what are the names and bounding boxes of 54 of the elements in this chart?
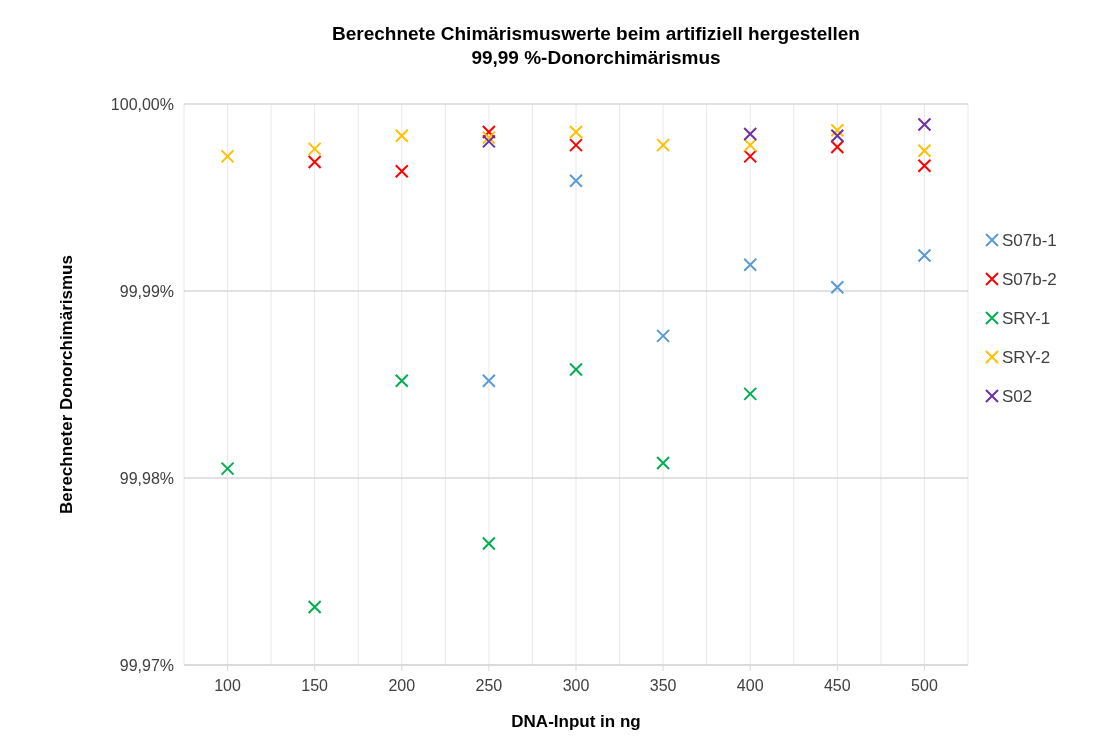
x-tick-label: 150	[301, 677, 329, 694]
x-tick-label: 400	[736, 677, 764, 694]
point	[307, 600, 322, 615]
point	[307, 141, 322, 156]
point	[220, 149, 235, 164]
point	[830, 128, 845, 143]
point	[481, 536, 496, 551]
point	[656, 328, 671, 343]
point	[830, 280, 845, 295]
point	[917, 158, 932, 173]
point	[656, 456, 671, 471]
point	[743, 386, 758, 401]
point	[830, 140, 845, 155]
point	[481, 125, 496, 140]
x-tick-label: 450	[823, 677, 851, 694]
point	[307, 154, 322, 169]
point	[743, 138, 758, 153]
point	[830, 123, 845, 138]
x-tick-label: 350	[649, 677, 677, 694]
point	[569, 173, 583, 188]
x-tick-label: 300	[562, 677, 590, 694]
point	[481, 373, 496, 388]
x-tick-label: 250	[475, 677, 503, 694]
point	[656, 138, 671, 153]
point	[743, 257, 758, 272]
x-axis-title: DNA-Input in ng	[511, 712, 641, 731]
legend-label: S02	[1002, 387, 1033, 406]
point	[743, 126, 758, 141]
point	[917, 117, 932, 132]
legend-label: SRY-1	[1002, 309, 1051, 328]
point	[569, 138, 583, 153]
y-tick-label: 99,99%	[119, 283, 174, 300]
legend-label: SRY-2	[1002, 348, 1051, 367]
point	[917, 143, 932, 158]
y-tick-label: 100,00%	[110, 96, 174, 113]
point	[917, 248, 932, 263]
x-tick-label: 500	[911, 677, 938, 694]
x-tick-label: 100	[214, 677, 241, 694]
point	[394, 164, 409, 179]
chart-title: Berechnete Chimärismuswerte beim artifiziell hergestellen 99,99 %-Donorchimärismus	[332, 23, 860, 68]
legend-label: S07b-2	[1002, 270, 1057, 289]
point	[569, 125, 583, 140]
point	[220, 461, 235, 476]
point	[394, 128, 409, 143]
point	[394, 373, 409, 388]
point	[743, 149, 758, 164]
point	[481, 134, 496, 149]
y-axis-title: Berechneter Donorchimärismus	[57, 255, 76, 514]
legend-label: S07b-1	[1002, 231, 1057, 250]
y-tick-label: 99,98%	[119, 470, 174, 487]
point	[481, 130, 496, 145]
x-tick-label: 200	[388, 677, 416, 694]
y-tick-label: 99,97%	[119, 657, 174, 674]
point	[569, 362, 583, 377]
